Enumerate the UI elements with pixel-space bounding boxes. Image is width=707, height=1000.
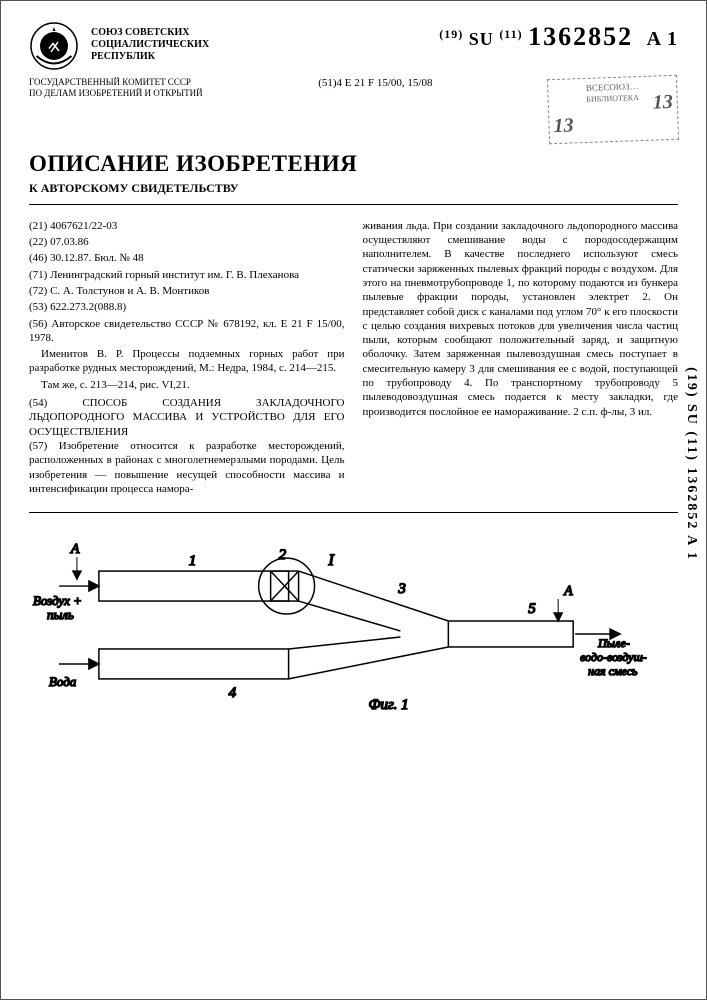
doc-title: ОПИСАНИЕ ИЗОБРЕТЕНИЯ: [29, 150, 678, 179]
svg-text:1: 1: [189, 553, 196, 569]
svg-text:Фиг. 1: Фиг. 1: [368, 697, 408, 713]
field-72: (72) С. А. Толстунов и А. В. Монтиков: [29, 284, 345, 298]
svg-text:пыль: пыль: [47, 607, 74, 622]
field-56b: Именитов В. Р. Процессы подземных горных…: [29, 347, 345, 376]
class-value: E 21 F 15/00, 15/08: [345, 77, 433, 89]
ipc-class: (51)4 E 21 F 15/00, 15/08: [318, 77, 432, 91]
library-stamp: 13 ВСЕСОЮЗ… БИБЛИОТЕКА 13: [547, 75, 679, 144]
side-publication-code: (19) SU (11) 1362852 A 1: [683, 367, 701, 561]
svg-text:I: I: [328, 552, 335, 569]
patent-page: СОЮЗ СОВЕТСКИХ СОЦИАЛИСТИЧЕСКИХ РЕСПУБЛИ…: [0, 0, 707, 1000]
field-46: (46) 30.12.87. Бюл. № 48: [29, 251, 345, 265]
field-56a: (56) Авторское свидетельство СССР № 6781…: [29, 317, 345, 346]
svg-text:4: 4: [229, 685, 237, 701]
pub-mid: (11): [499, 27, 522, 41]
figure-1: А А I: [29, 531, 678, 721]
field-71: (71) Ленинградский горный институт им. Г…: [29, 268, 345, 282]
subheader-row: ГОСУДАРСТВЕННЫЙ КОМИТЕТ СССР ПО ДЕЛАМ ИЗ…: [29, 77, 678, 142]
field-53: (53) 622.273.2(088.8): [29, 300, 345, 314]
stamp-top-text: ВСЕСОЮЗ…: [586, 81, 639, 93]
left-column: (21) 4067621/22-03 (22) 07.03.86 (46) 30…: [29, 219, 345, 498]
right-column: живания льда. При создании закладочного …: [363, 219, 679, 498]
stamp-left-num: 13: [553, 113, 574, 139]
field-57: (57) Изобретение относится к разработке …: [29, 439, 345, 496]
field-22: (22) 07.03.86: [29, 235, 345, 249]
field-56c: Там же, с. 213—214, рис. VI,21.: [29, 378, 345, 392]
svg-text:водо-воздуш-: водо-воздуш-: [580, 650, 647, 664]
pub-kind: A 1: [647, 28, 678, 50]
stamp-right-num: 13: [652, 90, 673, 116]
abstract-continued: живания льда. При создании закладочного …: [363, 219, 679, 419]
field-21: (21) 4067621/22-03: [29, 219, 345, 233]
divider: [29, 204, 678, 205]
svg-text:3: 3: [397, 581, 405, 597]
pub-prefix: (19): [439, 27, 463, 41]
doc-subtitle: К АВТОРСКОМУ СВИДЕТЕЛЬСТВУ: [29, 181, 678, 196]
header: СОЮЗ СОВЕТСКИХ СОЦИАЛИСТИЧЕСКИХ РЕСПУБЛИ…: [29, 21, 678, 71]
svg-text:Воздух +: Воздух +: [33, 593, 82, 608]
svg-text:Пыле-: Пыле-: [597, 636, 630, 650]
stamp-bottom-text: БИБЛИОТЕКА: [586, 93, 639, 104]
field-54: (54) СПОСОБ СОЗДАНИЯ ЗАКЛАДОЧНОГО ЛЬДОПО…: [29, 396, 345, 439]
class-prefix: (51)4: [318, 77, 342, 89]
publication-number: (19) SU (11) 1362852 A 1: [439, 21, 678, 54]
svg-text:Вода: Вода: [49, 674, 76, 689]
republic-name: СОЮЗ СОВЕТСКИХ СОЦИАЛИСТИЧЕСКИХ РЕСПУБЛИ…: [91, 27, 209, 63]
svg-text:А: А: [563, 584, 573, 599]
committee-name: ГОСУДАРСТВЕННЫЙ КОМИТЕТ СССР ПО ДЕЛАМ ИЗ…: [29, 77, 203, 99]
pub-country: SU: [469, 29, 494, 49]
svg-text:2: 2: [279, 547, 287, 563]
pub-num: 1362852: [528, 22, 633, 51]
svg-text:А: А: [70, 542, 80, 557]
divider-2: [29, 512, 678, 513]
svg-text:ная смесь: ная смесь: [588, 664, 638, 678]
state-emblem-icon: [29, 21, 79, 71]
svg-text:5: 5: [528, 601, 536, 617]
bibliographic-columns: (21) 4067621/22-03 (22) 07.03.86 (46) 30…: [29, 219, 678, 498]
